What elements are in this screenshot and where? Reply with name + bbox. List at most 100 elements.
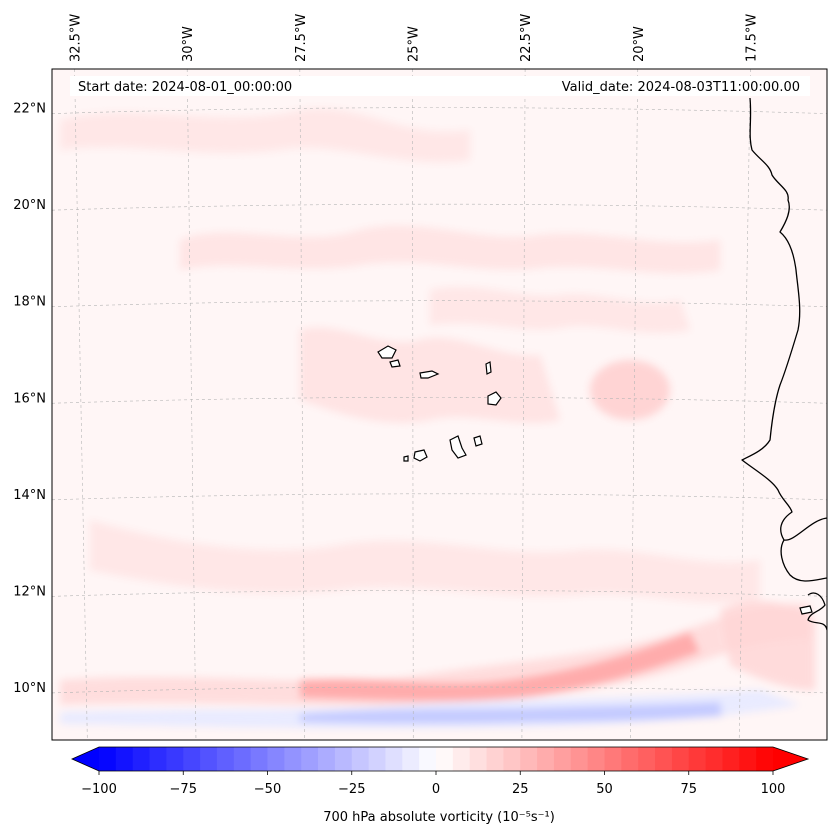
colorbar-cell (385, 747, 403, 771)
colorbar-cell (149, 747, 167, 771)
colorbar-cell (132, 747, 151, 771)
vorticity-patch (300, 632, 700, 702)
longitude-tick-label: 25°W (406, 26, 421, 62)
colorbar-cell (419, 747, 437, 771)
parallel-line (52, 300, 827, 308)
meridian-line (630, 69, 639, 740)
colorbar-cell (115, 747, 134, 771)
vorticity-patch (60, 603, 810, 706)
colorbar-cell (604, 747, 622, 771)
parallel-line (52, 590, 827, 597)
island-sal (485, 361, 492, 375)
colorbar-cell (99, 747, 117, 771)
header-background (70, 76, 810, 96)
colorbar-cell (284, 747, 302, 771)
colorbar-extend-low (72, 747, 99, 771)
colorbar-cell (638, 747, 656, 771)
colorbar-cell (671, 747, 690, 771)
colorbar-cell (301, 747, 319, 771)
colorbar-ticks: −100 −75 −50 −25 0 25 50 75 100 (81, 771, 785, 797)
start-date-text: Start date: 2024-08-01_00:00:00 (78, 80, 292, 95)
colorbar-cell (166, 747, 184, 771)
colorbar-cell (553, 747, 572, 771)
vorticity-patch (720, 601, 815, 690)
island-boa-vista (487, 391, 502, 406)
longitude-tick-label: 30°W (181, 26, 196, 62)
latitude-tick-labels: 22°N 20°N 18°N 16°N 14°N 12°N 10°N (13, 102, 46, 696)
meridian-line (299, 69, 305, 740)
colorbar-cell (655, 747, 673, 771)
meridian-line (186, 69, 197, 740)
longitude-tick-label: 32.5°W (69, 14, 84, 62)
latitude-tick-label: 14°N (13, 488, 46, 503)
colorbar-cell (705, 747, 723, 771)
vorticity-patch (180, 225, 720, 274)
meridian-line (521, 69, 526, 740)
island-sao-nicolau (419, 370, 440, 379)
colorbar-cell (233, 747, 252, 771)
colorbar-tick-label: −100 (81, 782, 117, 797)
colorbar-cell (486, 747, 504, 771)
coastlines (377, 97, 827, 631)
colorbar-cell (688, 747, 707, 771)
colorbar-tick-label: 25 (512, 782, 529, 797)
vorticity-patch (300, 702, 722, 724)
parallel-line (52, 686, 827, 694)
island-maio (473, 435, 483, 447)
colorbar-tick-label: 75 (680, 782, 697, 797)
colorbar-cell (402, 747, 420, 771)
colorbar-label: 700 hPa absolute vorticity (10⁻⁵s⁻¹) (323, 810, 555, 825)
island-bissagos (799, 605, 813, 615)
latitude-tick-label: 16°N (13, 391, 46, 406)
parallel-line (52, 107, 827, 114)
map-panel: Start date: 2024-08-01_00:00:00 Valid_da… (13, 14, 828, 741)
colorbar-cell (520, 747, 538, 771)
colorbar-tick-label: −50 (254, 782, 281, 797)
parallel-line (52, 203, 827, 211)
vorticity-patch (430, 287, 690, 333)
meridian-line (738, 69, 751, 740)
colorbar-cell (216, 747, 235, 771)
colorbar-cells (99, 747, 774, 771)
colorbar-cell (318, 747, 336, 771)
latitude-tick-label: 10°N (13, 681, 46, 696)
colorbar-cell (334, 747, 353, 771)
colorbar-cell (537, 747, 555, 771)
parallel-line (52, 493, 827, 501)
colorbar-cell (183, 747, 201, 771)
meridian-line (74, 69, 88, 740)
longitude-tick-labels: 32.5°W 30°W 27.5°W 25°W 22.5°W 20°W 17.5°W (69, 14, 760, 62)
colorbar-cell (469, 747, 488, 771)
colorbar-tick-label: 50 (596, 782, 613, 797)
colorbar-cell (368, 747, 386, 771)
colorbar-cell (452, 747, 471, 771)
colorbar-cell (739, 747, 757, 771)
island-santo-antao (377, 345, 397, 359)
island-brava (403, 455, 409, 462)
colorbar-cell (200, 747, 218, 771)
colorbar-cell (436, 747, 454, 771)
graticule (52, 69, 827, 740)
parallel-line (52, 396, 827, 404)
colorbar-cell (267, 747, 285, 771)
map-frame (51, 68, 828, 741)
latitude-tick-label: 20°N (13, 198, 46, 213)
colorbar-tick-label: −25 (338, 782, 365, 797)
africa-coastline (741, 97, 827, 631)
longitude-tick-label: 20°W (632, 26, 647, 62)
colorbar-tick-label: 0 (432, 782, 440, 797)
valid-date-text: Valid_date: 2024-08-03T11:00:00.00 (562, 80, 800, 95)
colorbar-tick-label: −75 (170, 782, 197, 797)
latitude-tick-label: 18°N (13, 295, 46, 310)
longitude-tick-label: 27.5°W (294, 14, 309, 62)
island-sao-vicente (389, 359, 401, 368)
colorbar-cell (621, 747, 639, 771)
longitude-tick-label: 22.5°W (519, 14, 534, 62)
colorbar-cell (722, 747, 740, 771)
meridian-line (412, 69, 414, 740)
island-fogo (413, 449, 428, 462)
vorticity-patch (90, 520, 760, 603)
colorbar-tick-label: 100 (761, 782, 786, 797)
vorticity-field (60, 108, 815, 729)
latitude-tick-label: 22°N (13, 102, 46, 117)
